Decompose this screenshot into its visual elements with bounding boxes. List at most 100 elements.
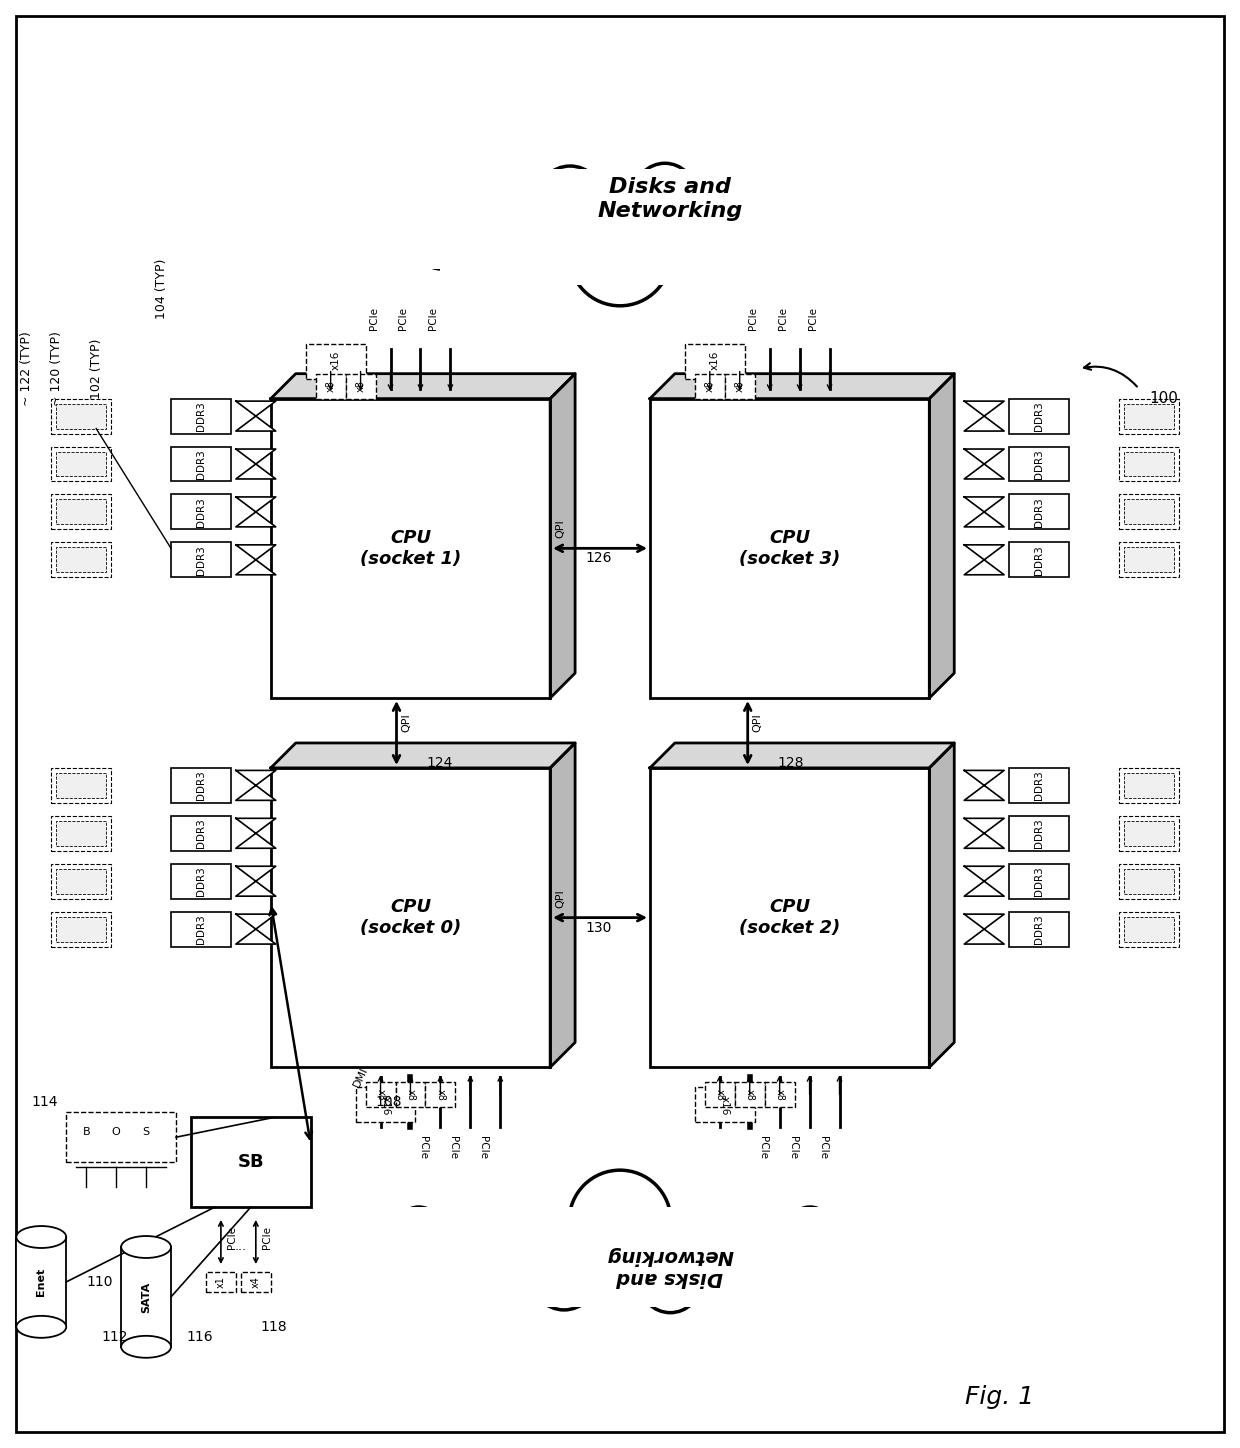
Bar xyxy=(650,398,929,698)
Polygon shape xyxy=(236,544,275,575)
Text: DDR3: DDR3 xyxy=(1034,914,1044,944)
Bar xyxy=(704,1082,735,1108)
Bar xyxy=(1009,863,1069,899)
Polygon shape xyxy=(965,544,1004,575)
Text: DDR3: DDR3 xyxy=(196,497,206,527)
Text: O: O xyxy=(112,1127,120,1137)
Text: QPI: QPI xyxy=(402,714,412,733)
Bar xyxy=(51,912,112,947)
Bar xyxy=(51,815,112,851)
Text: Enet: Enet xyxy=(36,1268,46,1296)
Bar xyxy=(1118,398,1179,433)
Text: x8: x8 xyxy=(745,1089,755,1102)
Bar xyxy=(270,767,551,1067)
Bar xyxy=(1123,773,1174,798)
Circle shape xyxy=(532,1245,596,1310)
Bar xyxy=(171,767,231,802)
Text: 118: 118 xyxy=(260,1319,288,1334)
Bar xyxy=(56,773,107,798)
Text: x16: x16 xyxy=(331,350,341,371)
Bar xyxy=(191,1118,311,1208)
Polygon shape xyxy=(929,374,955,698)
Text: PCIe: PCIe xyxy=(479,1135,489,1158)
Bar xyxy=(1118,767,1179,802)
Polygon shape xyxy=(236,818,275,849)
Polygon shape xyxy=(551,374,575,698)
Bar xyxy=(1118,815,1179,851)
Ellipse shape xyxy=(122,1337,171,1358)
Bar xyxy=(51,767,112,802)
Text: DDR3: DDR3 xyxy=(1034,866,1044,896)
Bar xyxy=(171,912,231,947)
Bar xyxy=(1009,815,1069,851)
Polygon shape xyxy=(236,770,275,801)
Bar xyxy=(1009,767,1069,802)
Circle shape xyxy=(418,224,463,269)
Polygon shape xyxy=(236,401,275,432)
Text: PCIe: PCIe xyxy=(817,1135,827,1158)
Text: DDR3: DDR3 xyxy=(196,401,206,432)
Polygon shape xyxy=(551,743,575,1067)
Text: 100: 100 xyxy=(1148,391,1178,405)
Text: ~ 120 (TYP): ~ 120 (TYP) xyxy=(50,332,63,405)
Bar xyxy=(735,1082,765,1108)
Polygon shape xyxy=(965,497,1004,527)
Bar xyxy=(440,224,800,285)
Circle shape xyxy=(569,204,671,306)
Text: PCIe: PCIe xyxy=(748,307,758,330)
Text: x8: x8 xyxy=(714,1089,724,1102)
Polygon shape xyxy=(650,743,955,767)
Ellipse shape xyxy=(16,1226,66,1248)
Text: x8: x8 xyxy=(735,379,745,391)
Text: CPU
(socket 1): CPU (socket 1) xyxy=(360,529,461,568)
Text: CPU
(socket 2): CPU (socket 2) xyxy=(739,898,841,937)
Bar xyxy=(366,1082,396,1108)
Text: 116: 116 xyxy=(186,1329,212,1344)
Bar xyxy=(1009,398,1069,433)
Text: 114: 114 xyxy=(31,1095,58,1109)
Circle shape xyxy=(538,167,603,232)
Text: QPI: QPI xyxy=(556,520,565,539)
Text: PCIe: PCIe xyxy=(398,307,408,330)
Polygon shape xyxy=(965,866,1004,896)
Text: DDR3: DDR3 xyxy=(1034,818,1044,849)
Text: DDR3: DDR3 xyxy=(196,866,206,896)
Circle shape xyxy=(768,224,812,269)
Circle shape xyxy=(438,1225,495,1281)
Text: ~ 122 (TYP): ~ 122 (TYP) xyxy=(20,332,32,405)
Text: 126: 126 xyxy=(585,552,611,565)
Text: 104 (TYP): 104 (TYP) xyxy=(155,259,167,319)
Polygon shape xyxy=(236,449,275,479)
Text: DDR3: DDR3 xyxy=(196,818,206,849)
Text: x8: x8 xyxy=(356,379,366,391)
Bar xyxy=(346,374,376,398)
Text: x8: x8 xyxy=(326,379,336,391)
Bar xyxy=(51,863,112,899)
Text: PCIe: PCIe xyxy=(777,307,787,330)
Bar xyxy=(1118,912,1179,947)
Bar xyxy=(56,821,107,846)
Bar xyxy=(1123,500,1174,524)
Ellipse shape xyxy=(122,1237,171,1258)
Text: x8: x8 xyxy=(405,1089,415,1102)
Bar xyxy=(1009,912,1069,947)
Text: SATA: SATA xyxy=(141,1281,151,1312)
Text: PCIe: PCIe xyxy=(449,1135,459,1158)
Bar xyxy=(724,374,755,398)
Circle shape xyxy=(635,164,696,224)
Ellipse shape xyxy=(16,1316,66,1338)
Text: x4: x4 xyxy=(250,1276,260,1287)
Polygon shape xyxy=(236,497,275,527)
Bar xyxy=(1009,494,1069,530)
Text: PCIe: PCIe xyxy=(227,1225,237,1248)
Circle shape xyxy=(397,1208,441,1253)
Bar xyxy=(1123,917,1174,941)
Text: x1: x1 xyxy=(216,1276,226,1287)
Bar xyxy=(684,343,745,379)
Bar xyxy=(171,863,231,899)
Bar xyxy=(1123,869,1174,893)
Text: CPU
(socket 3): CPU (socket 3) xyxy=(739,529,841,568)
Text: PCIe: PCIe xyxy=(429,307,439,330)
Text: 108: 108 xyxy=(376,1095,402,1109)
Polygon shape xyxy=(929,743,955,1067)
